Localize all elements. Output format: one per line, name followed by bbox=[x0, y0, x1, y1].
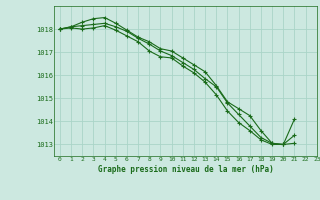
X-axis label: Graphe pression niveau de la mer (hPa): Graphe pression niveau de la mer (hPa) bbox=[98, 165, 274, 174]
